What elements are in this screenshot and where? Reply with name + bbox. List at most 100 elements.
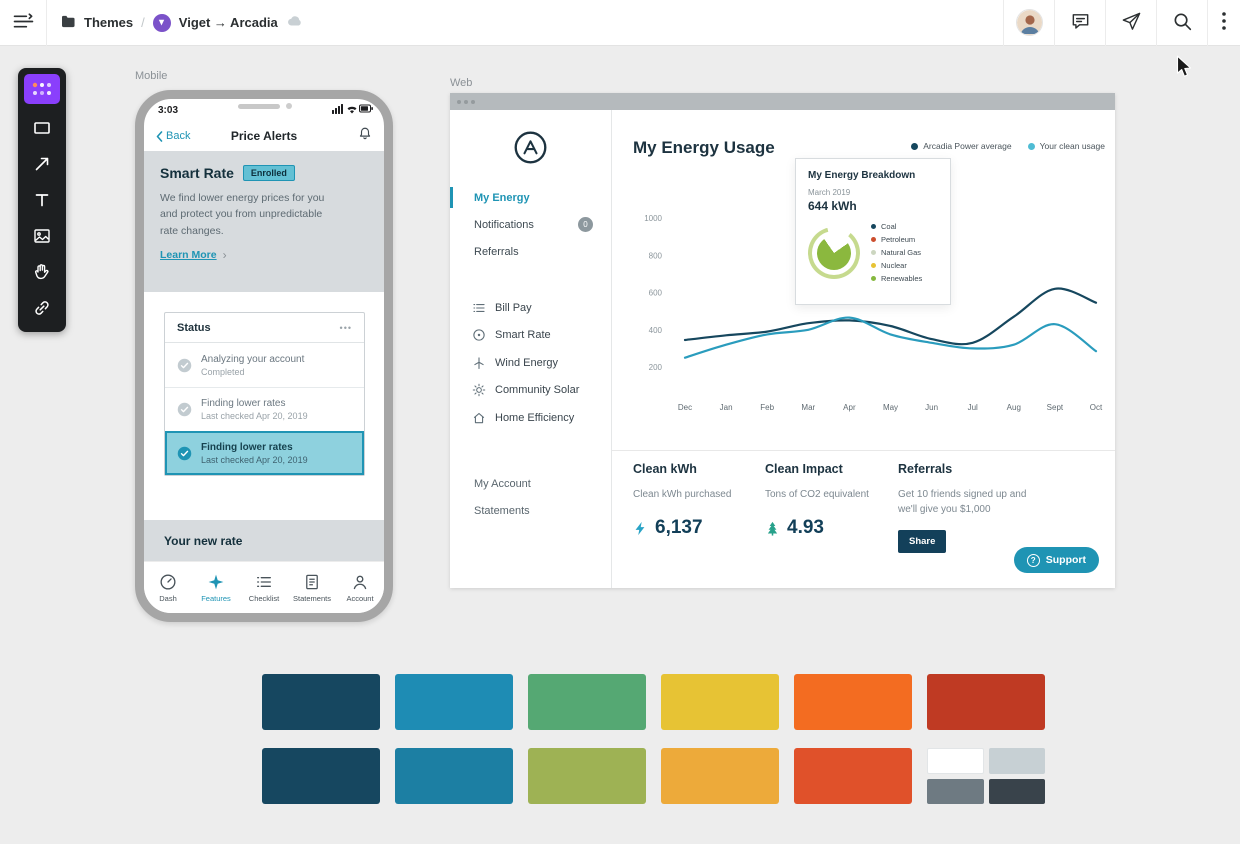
signal-wifi-battery-icons [332, 103, 374, 117]
color-swatch-group[interactable] [927, 748, 1045, 804]
mouse-cursor [1176, 55, 1193, 83]
sidebar-item-community-solar[interactable]: Community Solar [450, 377, 611, 405]
svg-text:Oct: Oct [1090, 403, 1103, 412]
tab-checklist[interactable]: Checklist [240, 562, 288, 613]
clock: 3:03 [158, 104, 179, 116]
divider [1105, 0, 1106, 46]
search-button[interactable] [1157, 0, 1207, 46]
color-swatch[interactable] [927, 778, 984, 804]
kebab-menu-icon [1222, 12, 1226, 33]
status-rows: Analyzing your account Completed Finding l… [165, 343, 364, 475]
components-tool[interactable] [24, 74, 60, 104]
rectangle-tool[interactable] [24, 110, 60, 146]
tooltip-title: My Energy Breakdown [808, 170, 916, 181]
folder-icon [61, 15, 76, 31]
bell-icon[interactable] [358, 126, 372, 146]
arrow-tool[interactable] [24, 146, 60, 182]
page-title: My Energy Usage [633, 138, 775, 157]
color-swatch[interactable] [794, 674, 912, 730]
color-swatch[interactable] [395, 674, 513, 730]
sidebar-item-referrals[interactable]: Referrals [474, 245, 519, 258]
sidebar-item-notifications[interactable]: Notifications 0 [450, 211, 611, 238]
more-options-button[interactable] [1208, 0, 1240, 46]
user-avatar[interactable] [1015, 9, 1043, 36]
svg-text:600: 600 [649, 289, 663, 298]
color-swatch[interactable] [262, 748, 380, 804]
wind-energy-icon [472, 356, 486, 370]
stat-subtitle: Clean kWh purchased [633, 489, 732, 500]
stat-title: Clean Impact [765, 462, 843, 476]
mobile-artboard: 3:03 Price Alerts Back Smart Rate Enroll… [135, 90, 393, 622]
status-card-title: Status [177, 321, 211, 334]
hand-tool[interactable] [24, 254, 60, 290]
new-rate-section: Your new rate [144, 520, 384, 561]
viget-logo [152, 13, 171, 32]
tab-features[interactable]: Features [192, 562, 240, 613]
chart-legend: Arcadia Power average Your clean usage [911, 141, 1105, 151]
sidebar-item-wind-energy[interactable]: Wind Energy [450, 349, 611, 377]
tab-account[interactable]: Account [336, 562, 384, 613]
color-swatch[interactable] [661, 748, 779, 804]
web-artboard: My Energy Notifications 0 Referrals Bill Pa… [450, 93, 1115, 588]
image-tool[interactable] [24, 218, 60, 254]
text-tool[interactable] [24, 182, 60, 218]
status-row[interactable]: Finding lower rates Last checked Apr 20, … [165, 387, 364, 431]
color-swatch[interactable] [794, 748, 912, 804]
status-row[interactable]: Analyzing your account Completed [165, 343, 364, 387]
account-icon [351, 573, 369, 591]
link-tool[interactable] [24, 290, 60, 326]
dash-icon [159, 573, 177, 591]
color-swatch[interactable] [927, 748, 984, 774]
color-swatch[interactable] [661, 674, 779, 730]
artboard-label-mobile[interactable]: Mobile [135, 70, 168, 82]
energy-chart: 200 400 600 800 1000 Dec Jan Feb Mar Apr May Jun Jul… [644, 214, 1103, 412]
artboard-label-web[interactable]: Web [450, 77, 473, 89]
tab-dash[interactable]: Dash [144, 562, 192, 613]
pie-legend-item-coal: Coal [871, 222, 922, 231]
color-swatch[interactable] [395, 748, 513, 804]
back-button[interactable]: Back [156, 130, 190, 142]
sidebar-item-bill-pay[interactable]: Bill Pay [450, 294, 611, 322]
sidebar-item-home-efficiency[interactable]: Home Efficiency [450, 404, 611, 432]
breadcrumb-project[interactable]: Themes [84, 15, 134, 30]
breadcrumb-title[interactable]: Viget → Arcadia [178, 15, 278, 30]
svg-text:Jan: Jan [720, 403, 733, 412]
stat-title: Referrals [898, 462, 953, 476]
status-row[interactable]: Finding lower rates Last checked Apr 20, … [165, 431, 364, 475]
status-menu-button[interactable]: ••• [339, 322, 352, 333]
palette [262, 674, 1045, 804]
color-swatch[interactable] [262, 674, 380, 730]
color-swatch[interactable] [528, 674, 646, 730]
web-sidebar: My Energy Notifications 0 Referrals Bill Pa… [450, 110, 612, 588]
stat-value: 6,137 [633, 517, 765, 539]
check-circle-icon [177, 358, 192, 373]
color-swatch[interactable] [988, 778, 1045, 804]
stat-title: Clean kWh [633, 462, 697, 476]
color-swatch[interactable] [528, 748, 646, 804]
status-card: Status ••• Analyzing your account Complet… [164, 312, 365, 476]
sidebar-item-smart-rate[interactable]: Smart Rate [450, 322, 611, 350]
sidebar-item-my-account[interactable]: My Account [474, 477, 531, 490]
search-icon [1172, 11, 1193, 35]
web-sidebar-secondary: Bill Pay Smart Rate Wind Energy Community S… [450, 294, 611, 432]
share-button[interactable]: Share [898, 530, 947, 553]
smart-rate-icon [472, 328, 486, 342]
comments-button[interactable] [1055, 0, 1105, 46]
speaker-grille [238, 104, 280, 109]
sidebar-item-statements[interactable]: Statements [474, 504, 530, 517]
check-circle-icon [177, 446, 192, 461]
color-swatch[interactable] [927, 674, 1045, 730]
color-swatch[interactable] [988, 748, 1045, 774]
share-button-topbar[interactable] [1106, 0, 1156, 46]
support-button[interactable]: ? Support [1013, 547, 1099, 573]
comment-icon [1070, 11, 1091, 35]
web-sidebar-primary: My Energy Notifications 0 Referrals [450, 184, 611, 265]
stat-value: 4.93 [765, 517, 898, 539]
chevron-right-icon: › [222, 247, 227, 262]
tab-statements[interactable]: Statements [288, 562, 336, 613]
main-menu-button[interactable] [0, 0, 46, 46]
sidebar-item-my-energy[interactable]: My Energy [450, 184, 611, 211]
svg-text:Sept: Sept [1047, 403, 1064, 412]
learn-more-link[interactable]: Learn More [160, 248, 217, 261]
svg-text:Feb: Feb [760, 403, 774, 412]
